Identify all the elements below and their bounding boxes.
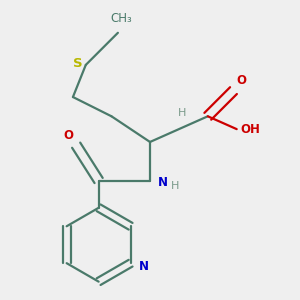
Text: CH₃: CH₃: [110, 12, 132, 25]
Text: O: O: [237, 74, 247, 87]
Text: H: H: [171, 181, 179, 191]
Text: H: H: [178, 108, 186, 118]
Text: S: S: [73, 57, 82, 70]
Text: N: N: [158, 176, 168, 189]
Text: OH: OH: [240, 123, 260, 136]
Text: N: N: [139, 260, 148, 273]
Text: O: O: [63, 129, 73, 142]
